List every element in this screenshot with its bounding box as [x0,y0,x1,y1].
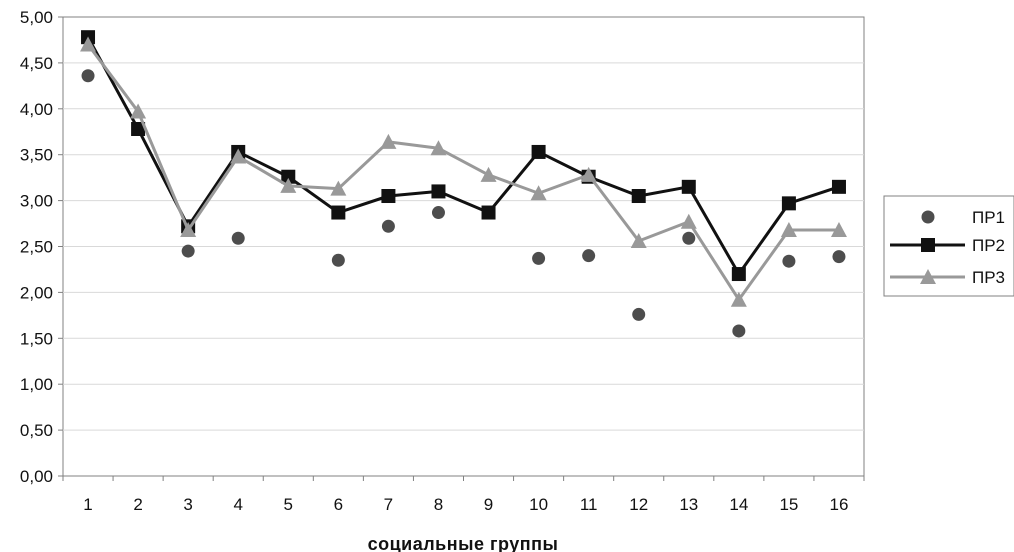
series-2-point [781,196,796,211]
series-3-point [680,213,697,229]
series-1 [81,69,846,338]
series-3-point [380,133,397,149]
series-2-point [281,169,296,184]
series-3-point [180,221,197,237]
y-tick-label: 2,00 [20,283,53,302]
series-1-point [231,231,245,245]
series-2-point [331,205,346,220]
legend-entry: ПР1 [921,208,1005,227]
y-tick-label: 3,50 [20,146,53,165]
series-2-point [631,189,646,204]
series-3-point [630,232,647,248]
y-tick-label: 5,00 [20,8,53,27]
x-tick-label: 8 [434,495,443,514]
series-3-point [330,180,347,196]
series-2-point [531,144,546,159]
series-3-point [530,185,547,201]
series-1-point [381,219,395,233]
series-3-point [80,36,97,52]
series-2-point [731,267,746,282]
y-tick-label: 0,00 [20,467,53,486]
x-tick-label: 2 [133,495,142,514]
series-1-point [832,250,846,264]
legend-label: ПР2 [972,236,1005,255]
y-tick-label: 1,50 [20,329,53,348]
series-2-point [481,205,496,220]
legend: ПР1 ПР2 ПР3 [883,195,1014,297]
x-tick-label: 13 [679,495,698,514]
legend-label: ПР3 [972,268,1005,287]
series-2-line [86,36,840,276]
x-tick-label: 16 [830,495,849,514]
y-tick-label: 4,00 [20,100,53,119]
x-tick-label: 9 [484,495,493,514]
series-3-point [230,148,247,164]
series-3-point [730,291,747,307]
series-1-point [732,324,746,338]
series-3-point [130,103,147,119]
x-tick-label: 1 [83,495,92,514]
legend-swatch-marker [921,210,935,224]
x-tick-label: 15 [779,495,798,514]
x-tick-label: 4 [233,495,242,514]
legend-swatch-marker [920,269,936,284]
series-3-point [280,177,297,193]
series-3-point [480,166,497,182]
legend-entries: ПР1 ПР2 ПР3 [890,208,1005,287]
y-tick-label: 0,50 [20,421,53,440]
series-3-point [830,221,847,237]
series-3-point [430,140,447,156]
x-tick-label: 3 [183,495,192,514]
series-1-point [181,244,195,258]
series-2-point [381,189,396,204]
series-group [80,30,847,338]
x-axis-label: социальные группы [368,534,559,552]
series-3-line [86,43,839,302]
series-1-point [632,307,646,321]
series-1-point [782,254,796,268]
x-tick-label: 10 [529,495,548,514]
series-1-point [431,206,445,220]
x-tick-label: 5 [284,495,293,514]
y-tick-label: 3,00 [20,192,53,211]
legend-swatch-marker [921,238,935,252]
x-axis-ticks: 1 2 3 4 5 6 7 8 9 10 11 12 13 14 15 16 [62,476,865,514]
x-tick-label: 11 [580,495,598,514]
series-3-point [580,166,597,182]
series-1-point [682,231,696,245]
y-axis-ticks: 0,00 0,50 1,00 1,50 2,00 2,50 3,00 3,50 4,00 4,50… [20,8,63,486]
series-3-point [780,221,797,237]
series-2-point [831,179,846,194]
x-tick-label: 14 [729,495,748,514]
y-tick-label: 1,00 [20,375,53,394]
series-2-point [131,121,146,136]
series-2-point [431,184,446,199]
y-tick-label: 4,50 [20,54,53,73]
series-3 [80,36,847,307]
y-tick-label: 2,50 [20,238,53,257]
series-2-point [681,179,696,194]
x-tick-label: 6 [334,495,343,514]
legend-label: ПР1 [972,208,1005,227]
legend-entry: ПР2 [890,236,1005,255]
series-1-point [331,253,345,267]
series-1-point [582,249,596,263]
legend-entry: ПР3 [890,268,1005,287]
x-tick-label: 12 [629,495,648,514]
series-1-point [532,251,546,265]
x-tick-label: 7 [384,495,393,514]
series-1-point [81,69,95,83]
